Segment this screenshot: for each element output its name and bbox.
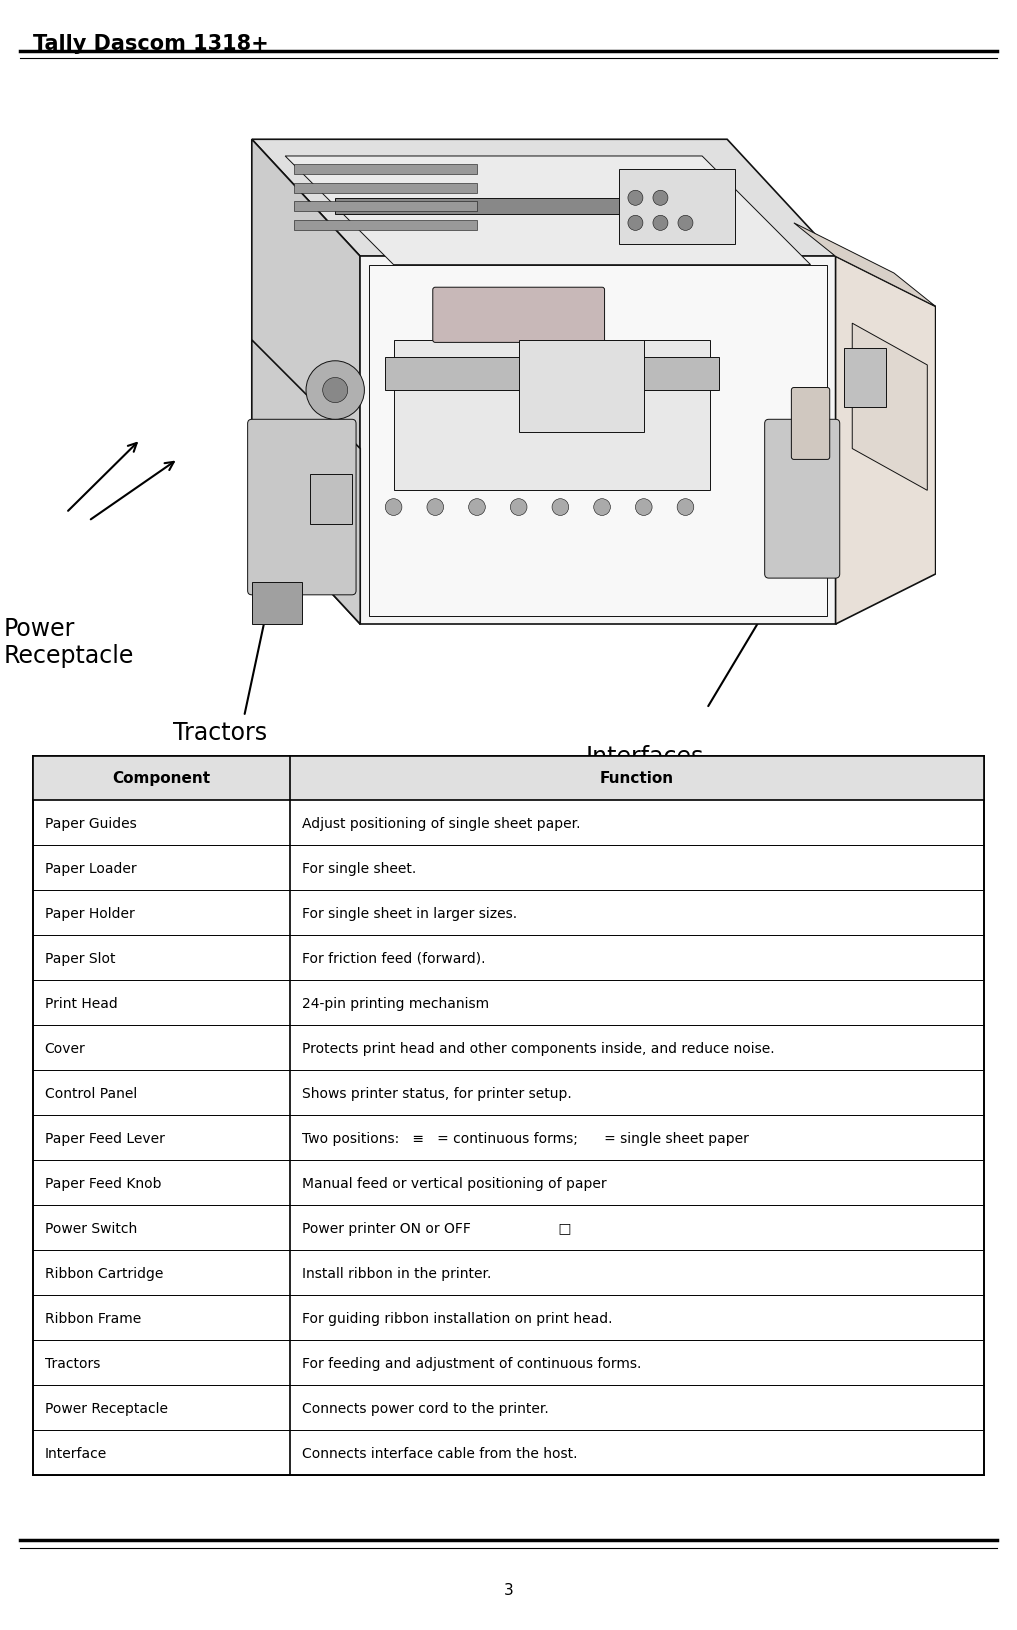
- Text: Interface: Interface: [45, 1446, 107, 1459]
- Polygon shape: [285, 156, 811, 266]
- Polygon shape: [294, 165, 477, 176]
- Polygon shape: [252, 140, 836, 258]
- Text: Paper Holder: Paper Holder: [45, 906, 134, 919]
- Bar: [33, 756, 984, 1475]
- FancyBboxPatch shape: [368, 266, 827, 616]
- FancyBboxPatch shape: [433, 289, 604, 344]
- Polygon shape: [252, 341, 360, 624]
- Text: Paper Slot: Paper Slot: [45, 950, 115, 965]
- Circle shape: [627, 191, 643, 205]
- Text: Interfaces: Interfaces: [586, 745, 704, 769]
- Circle shape: [552, 499, 569, 517]
- Circle shape: [678, 217, 693, 231]
- Text: Ribbon Frame: Ribbon Frame: [45, 1311, 141, 1325]
- Polygon shape: [336, 199, 685, 215]
- FancyBboxPatch shape: [385, 357, 719, 391]
- Text: Paper Loader: Paper Loader: [45, 861, 136, 875]
- Polygon shape: [252, 140, 360, 624]
- Circle shape: [511, 499, 527, 517]
- FancyBboxPatch shape: [310, 474, 352, 525]
- Text: For single sheet.: For single sheet.: [302, 861, 416, 875]
- FancyBboxPatch shape: [791, 388, 830, 460]
- Circle shape: [653, 191, 668, 205]
- Polygon shape: [294, 202, 477, 212]
- FancyBboxPatch shape: [247, 421, 356, 595]
- Text: Power Switch: Power Switch: [45, 1221, 137, 1236]
- Circle shape: [427, 499, 443, 517]
- Circle shape: [322, 378, 348, 403]
- Text: For single sheet in larger sizes.: For single sheet in larger sizes.: [302, 906, 517, 919]
- Text: Power printer ON or OFF                    □: Power printer ON or OFF □: [302, 1221, 572, 1236]
- Text: Power
Receptacle: Power Receptacle: [4, 616, 134, 668]
- Text: 3: 3: [503, 1581, 514, 1597]
- Text: For feeding and adjustment of continuous forms.: For feeding and adjustment of continuous…: [302, 1356, 641, 1369]
- Circle shape: [594, 499, 610, 517]
- Text: Ribbon Cartridge: Ribbon Cartridge: [45, 1267, 163, 1280]
- Circle shape: [306, 362, 364, 421]
- Text: For guiding ribbon installation on print head.: For guiding ribbon installation on print…: [302, 1311, 612, 1325]
- Polygon shape: [360, 258, 836, 624]
- Text: For friction feed (forward).: For friction feed (forward).: [302, 950, 485, 965]
- Text: Connects interface cable from the host.: Connects interface cable from the host.: [302, 1446, 578, 1459]
- Polygon shape: [836, 258, 936, 624]
- Text: Function: Function: [600, 771, 674, 786]
- Text: Tractors: Tractors: [45, 1356, 100, 1369]
- Text: Shows printer status, for printer setup.: Shows printer status, for printer setup.: [302, 1086, 572, 1100]
- Polygon shape: [794, 223, 936, 306]
- Circle shape: [385, 499, 402, 517]
- Text: Connects power cord to the printer.: Connects power cord to the printer.: [302, 1400, 548, 1415]
- Text: Install ribbon in the printer.: Install ribbon in the printer.: [302, 1267, 491, 1280]
- Text: Control Panel: Control Panel: [45, 1086, 137, 1100]
- Circle shape: [627, 217, 643, 231]
- Text: Protects print head and other components inside, and reduce noise.: Protects print head and other components…: [302, 1042, 774, 1055]
- Circle shape: [469, 499, 485, 517]
- Text: Tally Dascom 1318+: Tally Dascom 1318+: [33, 34, 268, 54]
- Polygon shape: [852, 324, 928, 491]
- Text: Manual feed or vertical positioning of paper: Manual feed or vertical positioning of p…: [302, 1175, 606, 1190]
- Circle shape: [653, 217, 668, 231]
- Polygon shape: [294, 184, 477, 194]
- Text: Component: Component: [112, 771, 211, 786]
- FancyBboxPatch shape: [252, 584, 302, 624]
- Text: Paper Guides: Paper Guides: [45, 817, 136, 830]
- Text: Cover: Cover: [45, 1042, 85, 1055]
- FancyBboxPatch shape: [844, 349, 886, 408]
- Polygon shape: [519, 341, 644, 432]
- Text: Power Receptacle: Power Receptacle: [45, 1400, 168, 1415]
- Bar: [33, 756, 984, 800]
- Text: Paper Feed Knob: Paper Feed Knob: [45, 1175, 162, 1190]
- Text: Print Head: Print Head: [45, 996, 118, 1011]
- Text: Adjust positioning of single sheet paper.: Adjust positioning of single sheet paper…: [302, 817, 581, 830]
- Text: 24-pin printing mechanism: 24-pin printing mechanism: [302, 996, 489, 1011]
- Circle shape: [677, 499, 694, 517]
- FancyBboxPatch shape: [765, 421, 840, 579]
- Polygon shape: [294, 220, 477, 230]
- FancyBboxPatch shape: [394, 341, 711, 491]
- Text: Two positions:   ≡   = continuous forms;      = single sheet paper: Two positions: ≡ = continuous forms; = s…: [302, 1131, 749, 1144]
- Text: Paper Feed Lever: Paper Feed Lever: [45, 1131, 165, 1144]
- Text: Tractors: Tractors: [173, 720, 267, 745]
- FancyBboxPatch shape: [618, 170, 735, 244]
- Circle shape: [636, 499, 652, 517]
